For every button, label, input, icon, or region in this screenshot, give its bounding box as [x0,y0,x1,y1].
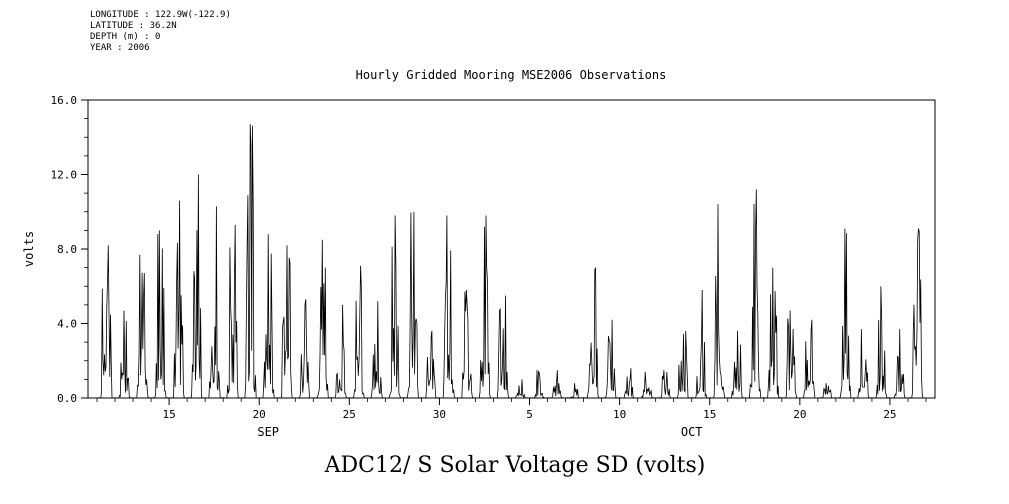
metadata-year: YEAR : 2006 [90,43,150,53]
x-tick-label: 30 [433,408,446,421]
plot-box [87,99,936,399]
x-tick-label: 25 [343,408,356,421]
x-tick-label: 25 [883,408,896,421]
y-tick-label: 16.0 [51,94,78,107]
x-tick-label: 15 [703,408,716,421]
chart-title: Hourly Gridded Mooring MSE2006 Observati… [356,68,667,82]
x-tick-label: 15 [162,408,175,421]
metadata-latitude: LATITUDE : 36.2N [90,21,177,31]
y-tick-label: 0.0 [57,392,77,405]
metadata-depth: DEPTH (m) : 0 [90,32,160,42]
solar-voltage-sd-line [97,124,926,399]
x-month-label: OCT [681,425,703,439]
x-tick-label: 20 [793,408,806,421]
y-tick-label: 12.0 [51,169,78,182]
y-tick-label: 8.0 [57,243,77,256]
x-tick-label: 20 [253,408,266,421]
x-tick-label: 10 [613,408,626,421]
chart-footer-title: ADC12/ S Solar Voltage SD (volts) [324,453,706,478]
x-tick-label: 5 [526,408,533,421]
x-month-label: SEP [257,425,279,439]
y-tick-label: 4.0 [57,318,77,331]
metadata-longitude: LONGITUDE : 122.9W(-122.9) [90,10,231,20]
y-axis-label: volts [22,231,36,267]
header-metadata-block: LONGITUDE : 122.9W(-122.9) LATITUDE : 36… [90,10,231,53]
